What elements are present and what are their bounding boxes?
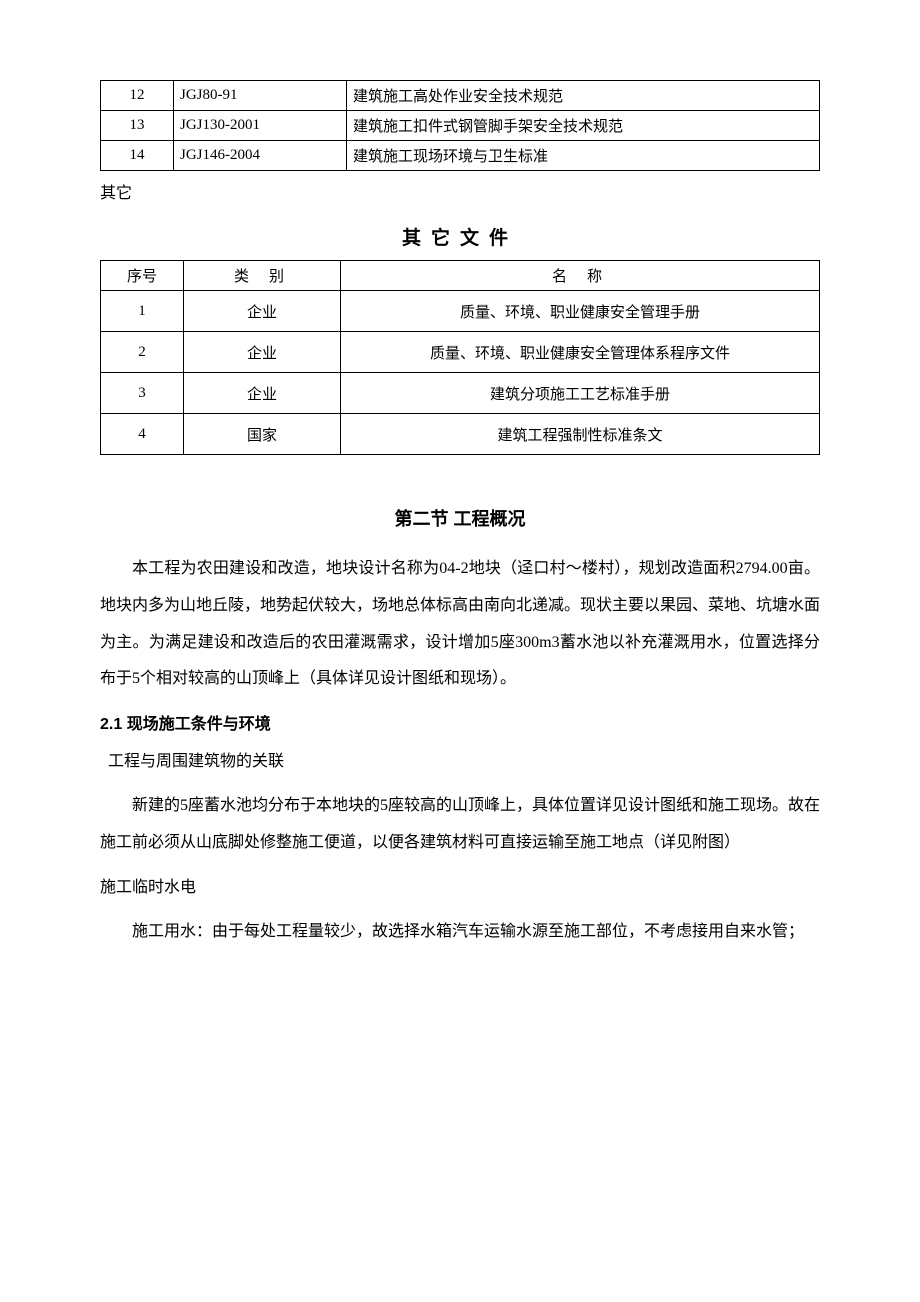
cat-cell: 国家 — [184, 414, 341, 455]
table-row: 4 国家 建筑工程强制性标准条文 — [101, 414, 820, 455]
standards-table-body: 12 JGJ80-91 建筑施工高处作业安全技术规范 13 JGJ130-200… — [101, 81, 820, 171]
section-heading: 第二节 工程概况 — [100, 505, 820, 531]
name-cell: 建筑工程强制性标准条文 — [341, 414, 820, 455]
seq-cell: 2 — [101, 332, 184, 373]
name-cell: 建筑分项施工工艺标准手册 — [341, 373, 820, 414]
table-row: 1 企业 质量、环境、职业健康安全管理手册 — [101, 291, 820, 332]
table-row: 14 JGJ146-2004 建筑施工现场环境与卫生标准 — [101, 141, 820, 171]
seq-cell: 13 — [101, 111, 174, 141]
seq-cell: 3 — [101, 373, 184, 414]
seq-cell: 1 — [101, 291, 184, 332]
other-label: 其它 — [100, 179, 820, 203]
seq-cell: 12 — [101, 81, 174, 111]
name-cell: 建筑施工高处作业安全技术规范 — [347, 81, 820, 111]
standards-table: 12 JGJ80-91 建筑施工高处作业安全技术规范 13 JGJ130-200… — [100, 80, 820, 171]
name-cell: 质量、环境、职业健康安全管理体系程序文件 — [341, 332, 820, 373]
table-row: 13 JGJ130-2001 建筑施工扣件式钢管脚手架安全技术规范 — [101, 111, 820, 141]
header-category: 类别 — [184, 261, 341, 291]
sub-heading: 2.1 现场施工条件与环境 — [100, 710, 820, 734]
cat-cell: 企业 — [184, 332, 341, 373]
table-row: 12 JGJ80-91 建筑施工高处作业安全技术规范 — [101, 81, 820, 111]
name-cell: 建筑施工现场环境与卫生标准 — [347, 141, 820, 171]
seq-cell: 14 — [101, 141, 174, 171]
name-cell: 质量、环境、职业健康安全管理手册 — [341, 291, 820, 332]
code-cell: JGJ146-2004 — [174, 141, 347, 171]
other-docs-title: 其它文件 — [100, 223, 820, 250]
name-cell: 建筑施工扣件式钢管脚手架安全技术规范 — [347, 111, 820, 141]
table-header-row: 序号 类别 名称 — [101, 261, 820, 291]
other-docs-table: 序号 类别 名称 1 企业 质量、环境、职业健康安全管理手册 2 企业 质量、环… — [100, 260, 820, 455]
relation-label: 工程与周围建筑物的关联 — [100, 746, 820, 778]
code-cell: JGJ130-2001 — [174, 111, 347, 141]
body-paragraph: 新建的5座蓄水池均分布于本地块的5座较高的山顶峰上，具体位置详见设计图纸和施工现… — [100, 788, 820, 862]
table-row: 3 企业 建筑分项施工工艺标准手册 — [101, 373, 820, 414]
code-cell: JGJ80-91 — [174, 81, 347, 111]
table-row: 2 企业 质量、环境、职业健康安全管理体系程序文件 — [101, 332, 820, 373]
seq-cell: 4 — [101, 414, 184, 455]
header-seq: 序号 — [101, 261, 184, 291]
cat-cell: 企业 — [184, 373, 341, 414]
temp-water-label: 施工临时水电 — [100, 872, 820, 904]
page-container: 12 JGJ80-91 建筑施工高处作业安全技术规范 13 JGJ130-200… — [0, 0, 920, 1011]
body-paragraph: 本工程为农田建设和改造，地块设计名称为04-2地块（迳口村～楼村），规划改造面积… — [100, 551, 820, 698]
cat-cell: 企业 — [184, 291, 341, 332]
body-paragraph: 施工用水：由于每处工程量较少，故选择水箱汽车运输水源至施工部位，不考虑接用自来水… — [100, 914, 820, 951]
header-name: 名称 — [341, 261, 820, 291]
